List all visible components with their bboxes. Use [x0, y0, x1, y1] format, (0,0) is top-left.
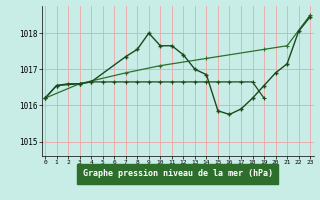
- X-axis label: Graphe pression niveau de la mer (hPa): Graphe pression niveau de la mer (hPa): [83, 169, 273, 178]
